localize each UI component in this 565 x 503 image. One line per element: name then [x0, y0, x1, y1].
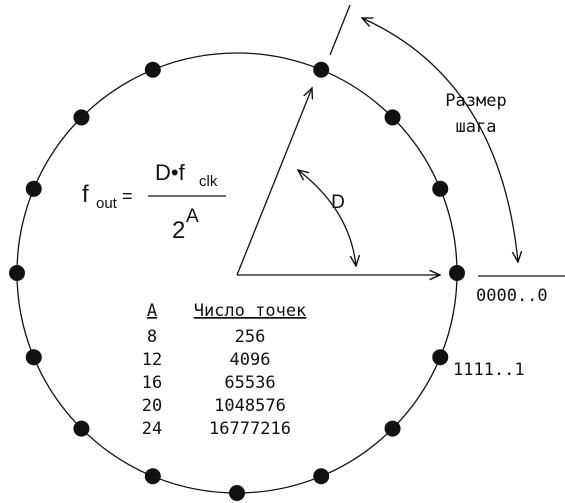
phase-point [313, 61, 330, 78]
table-cell: 1048576 [214, 396, 286, 416]
phase-point [144, 61, 161, 78]
angle-arrow [298, 170, 356, 266]
phase-point [25, 180, 42, 197]
phase-vector [236, 88, 312, 276]
ones-label: 1111..1 [453, 360, 525, 380]
table: A Число точек 8 256 12 4096 16 65536 20 1048576 24… [142, 301, 307, 439]
formula-denominator-sup: A [186, 206, 199, 227]
phase-point [73, 420, 90, 437]
table-cell: 20 [142, 396, 162, 416]
table-cell: 65536 [224, 373, 275, 393]
table-cell: 8 [147, 327, 157, 347]
table-cell: 24 [142, 419, 162, 439]
table-cell: 16777216 [209, 419, 291, 439]
table-cell: 4096 [230, 350, 271, 370]
phase-point [25, 349, 42, 366]
formula-numerator: D•f [155, 160, 186, 185]
step-arrow [362, 18, 518, 262]
table-cell: 16 [142, 373, 162, 393]
phase-point [313, 468, 330, 485]
step-label: шага [456, 117, 497, 137]
phase-point [449, 265, 465, 281]
table-header: Число точек [194, 301, 307, 321]
formula-denominator: 2 [172, 217, 185, 244]
phase-point [384, 109, 401, 126]
formula-lhs: f [82, 181, 89, 208]
formula-equals: = [122, 186, 133, 206]
formula-numerator-sub: clk [199, 173, 218, 190]
phase-point [384, 420, 401, 437]
phase-point [432, 349, 449, 366]
phase-point [144, 468, 161, 485]
phase-point [73, 109, 90, 126]
step-label: Размер [445, 91, 506, 111]
phase-point [9, 265, 25, 281]
zero-label: 0000..0 [476, 286, 548, 306]
phase-point [432, 180, 449, 197]
table-cell: 12 [142, 350, 162, 370]
table-header: A [147, 301, 157, 321]
phase-point [229, 485, 245, 501]
table-cell: 256 [235, 327, 266, 347]
formula-lhs-sub: out [96, 195, 118, 212]
angle-label: D [331, 192, 345, 213]
step-tick [329, 4, 351, 56]
